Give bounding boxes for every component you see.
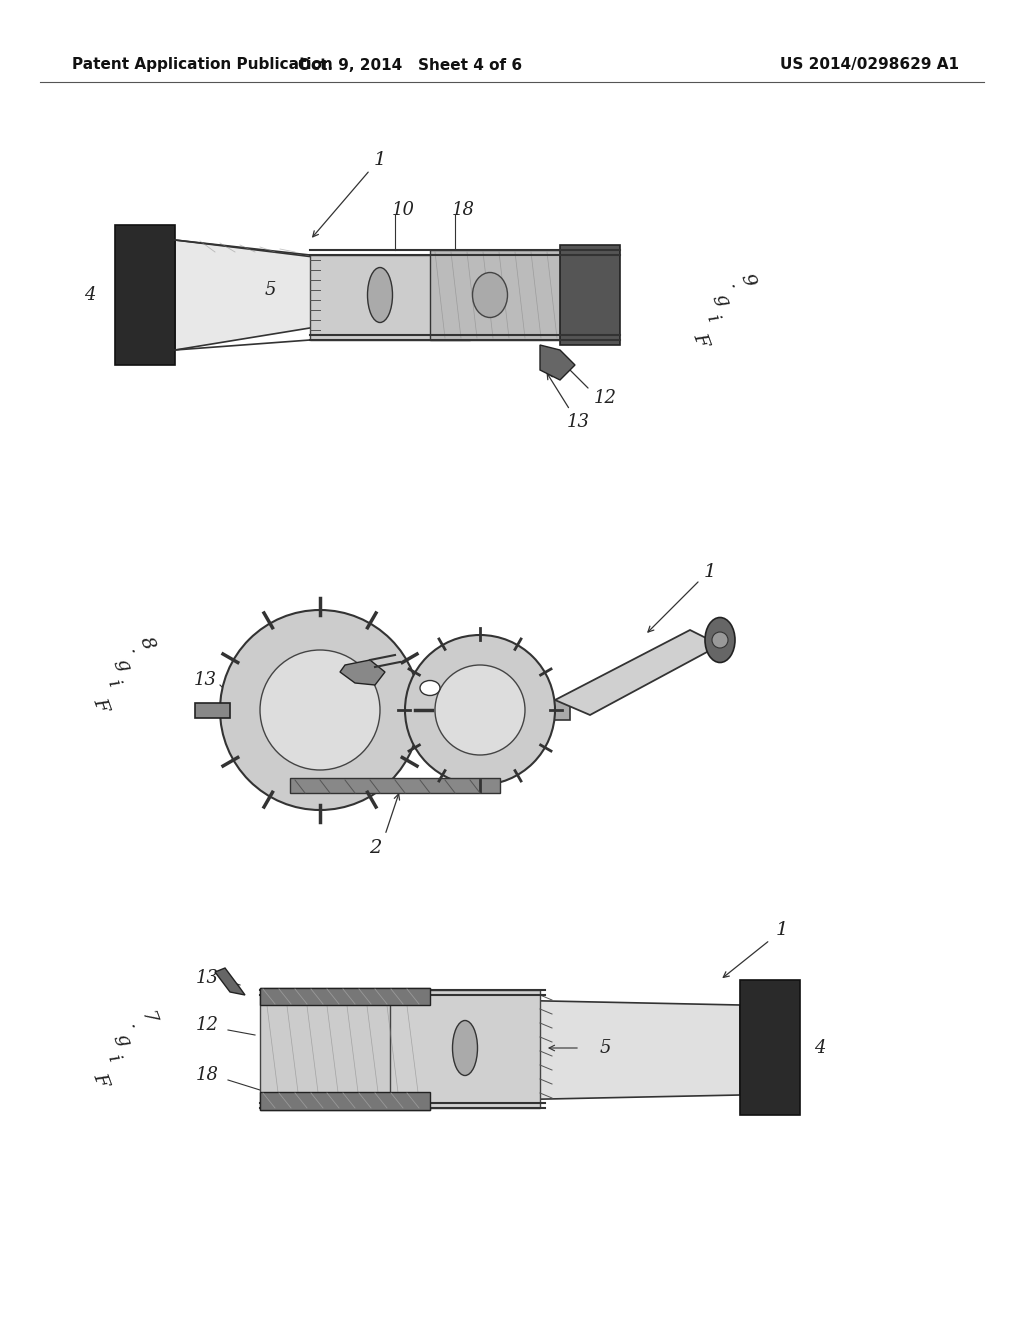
Polygon shape (260, 1092, 430, 1110)
Text: 2: 2 (369, 840, 381, 857)
Polygon shape (390, 990, 540, 1107)
Text: 13: 13 (566, 413, 590, 432)
Text: 13: 13 (196, 969, 218, 987)
Polygon shape (740, 979, 800, 1115)
Polygon shape (540, 345, 575, 380)
Text: 18: 18 (196, 1067, 218, 1084)
Text: 1: 1 (776, 921, 788, 939)
Text: F: F (689, 330, 711, 350)
Text: 13: 13 (194, 671, 216, 689)
Polygon shape (260, 987, 430, 1005)
Text: 1: 1 (703, 564, 716, 581)
Polygon shape (115, 224, 175, 366)
Polygon shape (555, 630, 720, 715)
Circle shape (260, 649, 380, 770)
Text: 18: 18 (452, 201, 474, 219)
Ellipse shape (453, 1020, 477, 1076)
Text: 7: 7 (136, 1008, 158, 1027)
Text: g: g (113, 1031, 133, 1049)
Text: 1: 1 (374, 150, 386, 169)
Circle shape (435, 665, 525, 755)
Text: i: i (103, 677, 123, 689)
Ellipse shape (472, 272, 508, 318)
Text: 10: 10 (391, 201, 415, 219)
Text: Patent Application Publication: Patent Application Publication (72, 58, 333, 73)
Text: 8: 8 (136, 634, 158, 652)
Text: 12: 12 (196, 1016, 218, 1034)
Text: g: g (712, 290, 732, 309)
Text: 5: 5 (264, 281, 275, 300)
Ellipse shape (705, 618, 735, 663)
Ellipse shape (368, 268, 392, 322)
Circle shape (712, 632, 728, 648)
Text: F: F (89, 696, 111, 714)
Text: .: . (725, 279, 744, 290)
Text: 12: 12 (594, 389, 616, 407)
Text: 4: 4 (814, 1039, 825, 1057)
Text: 9: 9 (736, 271, 758, 289)
Text: F: F (89, 1071, 111, 1089)
Bar (195, 704, 230, 718)
Polygon shape (430, 249, 600, 341)
Bar (290, 777, 500, 793)
Text: g: g (113, 656, 133, 675)
Polygon shape (500, 1001, 740, 1100)
Bar (230, 700, 570, 719)
Text: .: . (126, 1019, 144, 1031)
Text: US 2014/0298629 A1: US 2014/0298629 A1 (780, 58, 959, 73)
Polygon shape (340, 660, 385, 685)
Polygon shape (260, 987, 430, 1110)
Polygon shape (215, 968, 245, 995)
Text: Oct. 9, 2014   Sheet 4 of 6: Oct. 9, 2014 Sheet 4 of 6 (298, 58, 522, 73)
Text: .: . (126, 644, 144, 656)
Text: i: i (103, 1052, 123, 1064)
Text: i: i (702, 312, 722, 323)
Text: 4: 4 (84, 286, 96, 304)
Ellipse shape (420, 681, 440, 696)
Text: 5: 5 (599, 1039, 610, 1057)
Polygon shape (560, 246, 620, 345)
Polygon shape (175, 240, 420, 350)
Circle shape (406, 635, 555, 785)
Circle shape (220, 610, 420, 810)
Polygon shape (310, 255, 470, 341)
